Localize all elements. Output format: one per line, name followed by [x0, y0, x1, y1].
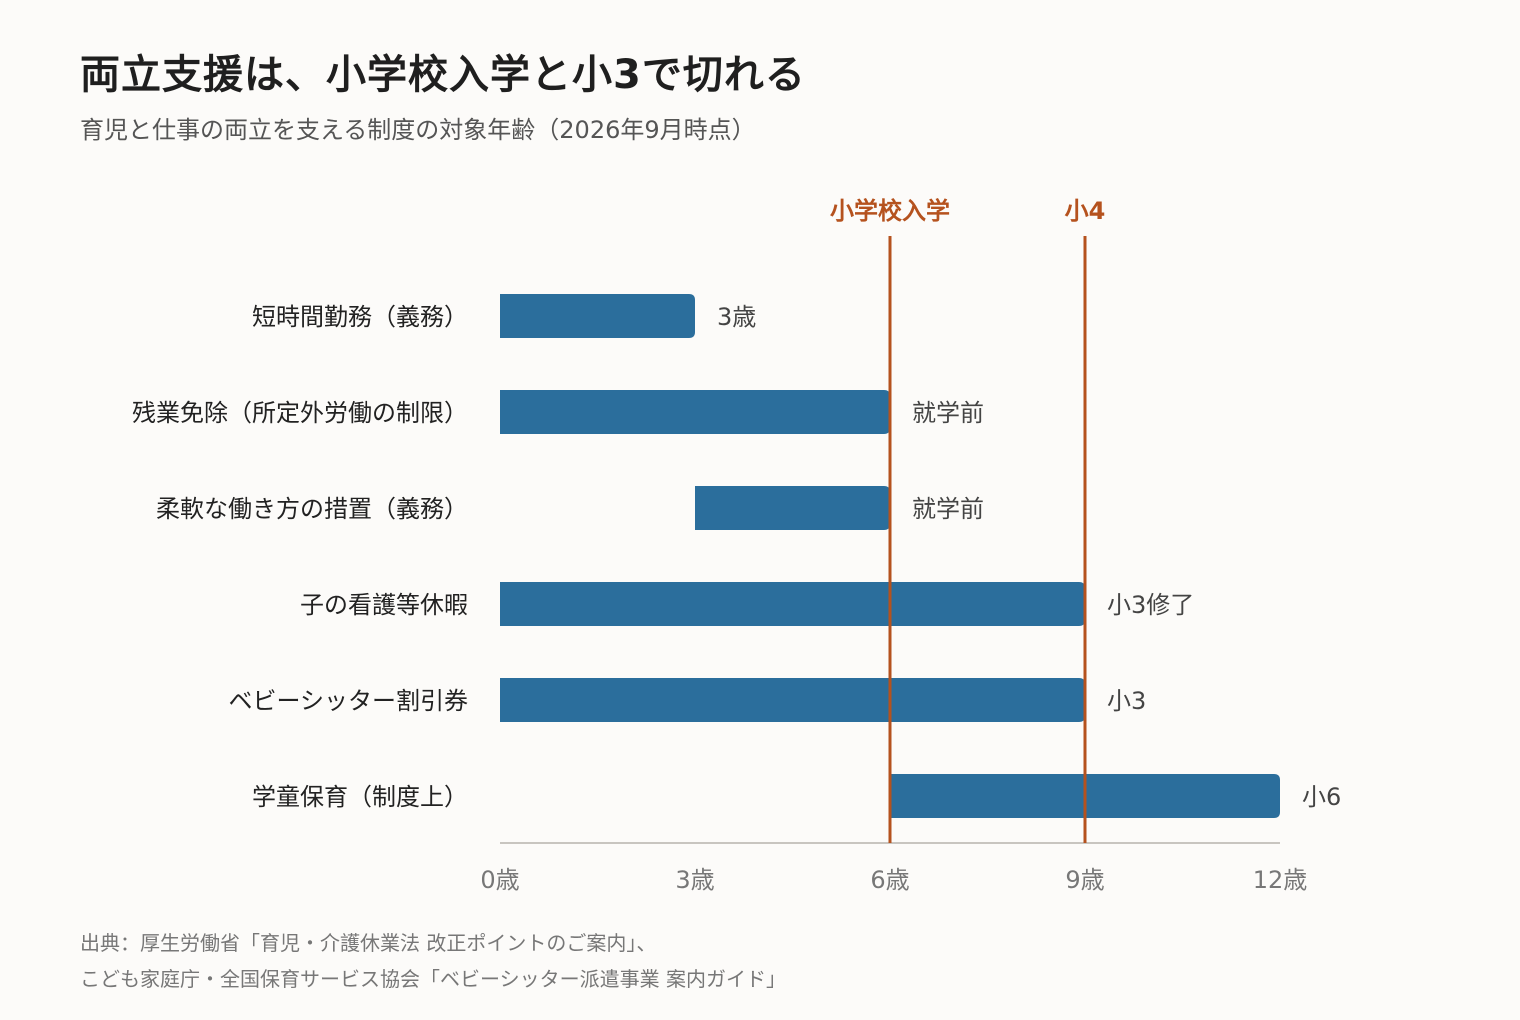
chart-subtitle: 育児と仕事の両立を支える制度の対象年齢（2026年9月時点）: [80, 116, 756, 144]
category-label: ベビーシッター割引券: [228, 687, 468, 715]
source-line-2: こども家庭庁・全国保育サービス協会「ベビーシッター派遣事業 案内ガイド」: [80, 967, 786, 991]
value-label: 就学前: [912, 399, 984, 427]
value-label: 小3修了: [1107, 591, 1194, 619]
x-tick-label: 6歳: [870, 866, 909, 894]
category-label: 柔軟な働き方の措置（義務）: [156, 495, 468, 523]
bar: [500, 390, 890, 434]
category-label: 学童保育（制度上）: [252, 783, 468, 811]
reference-line-label: 小学校入学: [830, 197, 950, 225]
x-tick-label: 3歳: [675, 866, 714, 894]
bar: [500, 582, 1085, 626]
chart-title: 両立支援は、小学校入学と小3で切れる: [80, 52, 806, 98]
bar: [695, 486, 890, 530]
value-label: 小6: [1302, 783, 1341, 811]
category-label: 短時間勤務（義務）: [252, 303, 468, 331]
source-line-1: 出典：厚生労働省「育児・介護休業法 改正ポイントのご案内」、: [80, 931, 657, 955]
category-label: 残業免除（所定外労働の制限）: [132, 399, 468, 427]
value-label: 就学前: [912, 495, 984, 523]
x-tick-label: 9歳: [1065, 866, 1104, 894]
reference-line-label: 小4: [1065, 197, 1106, 225]
x-tick-label: 12歳: [1253, 866, 1308, 894]
x-tick-label: 0歳: [480, 866, 519, 894]
source-note: 出典：厚生労働省「育児・介護休業法 改正ポイントのご案内」、 こども家庭庁・全国…: [80, 925, 786, 997]
value-label: 小3: [1107, 687, 1146, 715]
category-label: 子の看護等休暇: [300, 591, 468, 619]
value-label: 3歳: [717, 303, 756, 331]
bar: [500, 294, 695, 338]
bar: [500, 678, 1085, 722]
